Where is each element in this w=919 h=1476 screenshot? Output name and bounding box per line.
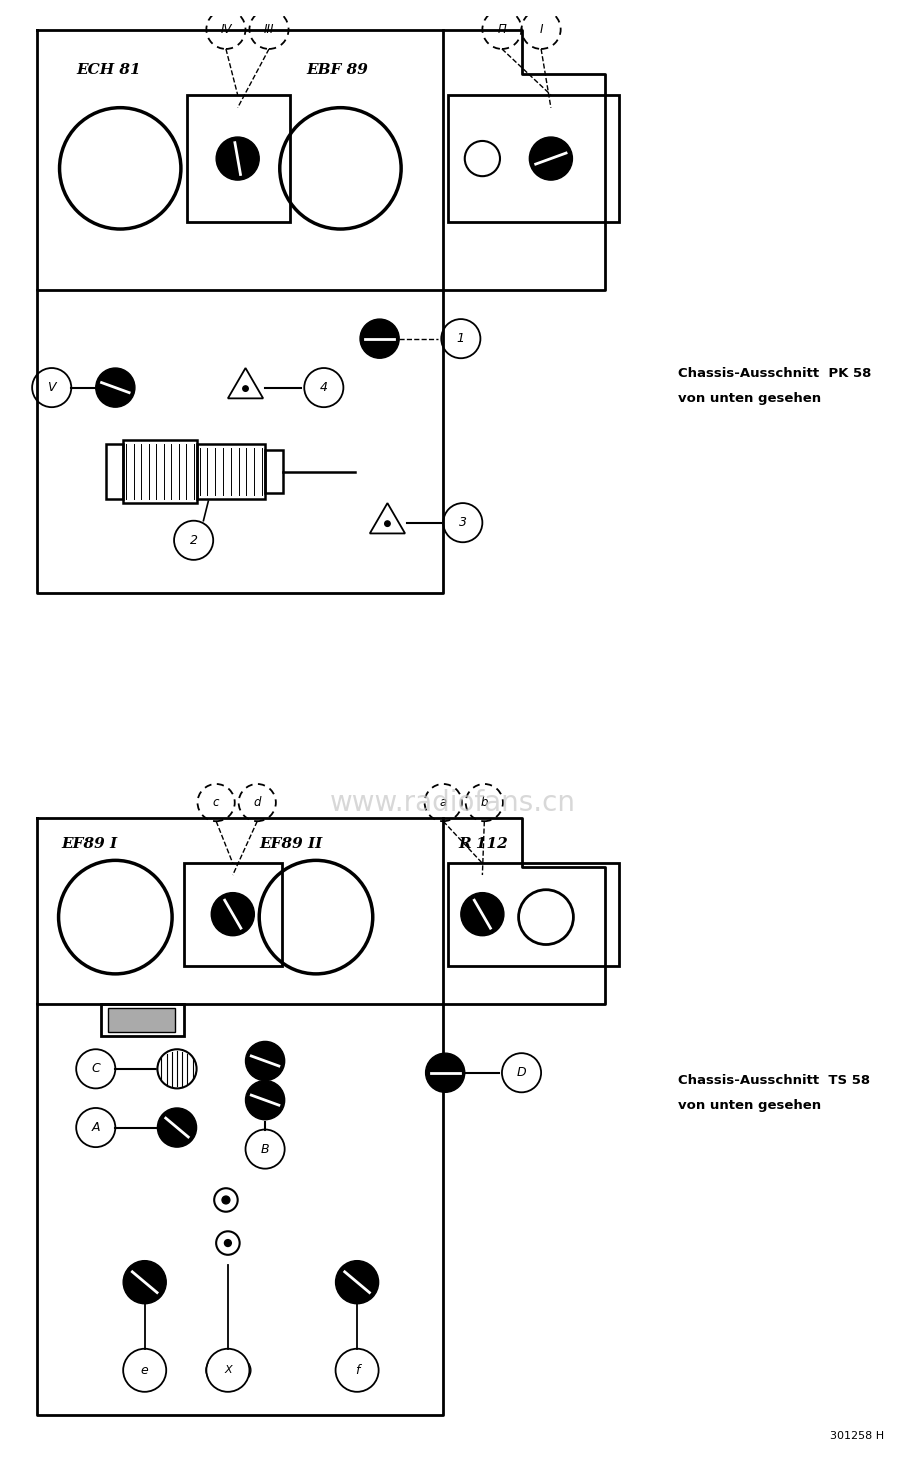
Circle shape (157, 1108, 197, 1147)
Text: 301258 H: 301258 H (829, 1430, 883, 1441)
Circle shape (245, 1080, 284, 1120)
Text: EF89 II: EF89 II (259, 837, 323, 850)
Text: d: d (254, 796, 261, 809)
Text: EF89 I: EF89 I (62, 837, 118, 850)
Text: 4: 4 (320, 381, 327, 394)
Text: X: X (224, 1365, 232, 1376)
Circle shape (211, 893, 254, 936)
Circle shape (123, 1261, 166, 1303)
Bar (184, 863, 281, 967)
Circle shape (425, 1054, 464, 1092)
Text: I: I (539, 22, 542, 35)
Bar (448, 94, 618, 223)
Text: ECH 81: ECH 81 (76, 63, 141, 77)
Text: III: III (264, 22, 274, 35)
Circle shape (221, 1196, 230, 1204)
Bar (123, 440, 197, 503)
Circle shape (384, 521, 390, 527)
Circle shape (359, 319, 399, 359)
Text: e: e (141, 1364, 148, 1377)
Text: V: V (48, 381, 56, 394)
Bar (448, 863, 618, 967)
Text: ): ) (246, 1362, 252, 1377)
Text: www.radiofans.cn: www.radiofans.cn (330, 788, 575, 816)
Text: Chassis-Ausschnitt  TS 58: Chassis-Ausschnitt TS 58 (677, 1075, 869, 1086)
Text: 1: 1 (457, 332, 464, 345)
Text: c: c (212, 796, 219, 809)
Text: IV: IV (220, 22, 232, 35)
Text: f: f (355, 1364, 359, 1377)
Text: Chassis-Ausschnitt  PK 58: Chassis-Ausschnitt PK 58 (677, 368, 870, 381)
Text: von unten gesehen: von unten gesehen (677, 1098, 821, 1111)
Text: 3: 3 (459, 517, 466, 530)
Circle shape (460, 893, 504, 936)
Text: EBF 89: EBF 89 (306, 63, 368, 77)
Text: A: A (91, 1122, 100, 1134)
Text: 2: 2 (189, 534, 198, 546)
Circle shape (243, 385, 248, 391)
Circle shape (335, 1261, 379, 1303)
Circle shape (245, 1042, 284, 1080)
Circle shape (157, 1049, 197, 1088)
Bar (106, 444, 123, 499)
Text: R 112: R 112 (458, 837, 507, 850)
Circle shape (216, 137, 259, 180)
Text: (: ( (203, 1362, 209, 1377)
Text: von unten gesehen: von unten gesehen (677, 391, 821, 404)
Bar (100, 1004, 184, 1036)
Bar (187, 94, 289, 223)
Text: Π: Π (497, 22, 505, 35)
Text: a: a (439, 796, 447, 809)
Text: B: B (260, 1142, 269, 1156)
Circle shape (224, 1240, 231, 1246)
Text: D: D (516, 1066, 526, 1079)
Bar (197, 444, 265, 499)
Text: C: C (91, 1063, 100, 1076)
Circle shape (528, 137, 572, 180)
Bar (265, 450, 282, 493)
Bar (108, 1008, 175, 1032)
Text: b: b (480, 796, 488, 809)
Circle shape (96, 368, 135, 407)
